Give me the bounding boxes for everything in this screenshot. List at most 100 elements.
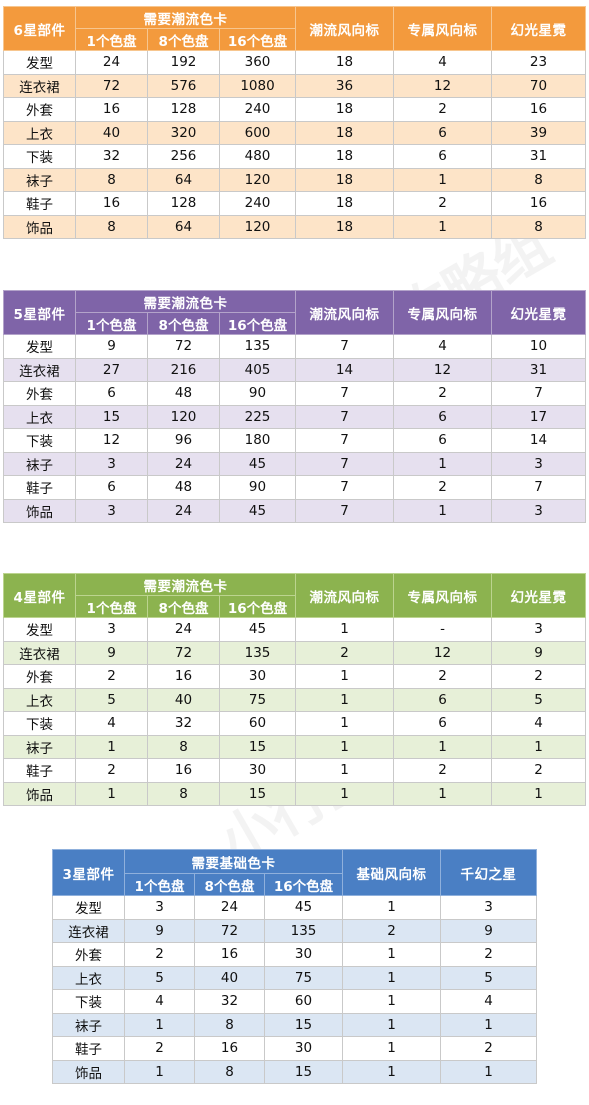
value-cell: 9 (124, 918, 195, 943)
table-row: 上衣 40 320 600 18 6 39 (3, 120, 587, 145)
value-cell: 2 (393, 191, 493, 216)
value-cell: 120 (218, 214, 297, 239)
value-cell: 3 (124, 895, 195, 920)
table-row: 外套 16 128 240 18 2 16 (3, 97, 587, 122)
value-cell: 15 (263, 1059, 344, 1084)
value-cell: 320 (147, 120, 220, 145)
part-name-cell: 发型 (3, 50, 76, 75)
value-cell: 6 (75, 475, 148, 500)
table-row: 饰品 3 24 45 7 1 3 (3, 498, 587, 523)
sub-header: 1个色盘 (124, 873, 195, 896)
value-cell: 14 (295, 357, 395, 382)
part-name-cell: 袜子 (3, 451, 76, 476)
value-cell: 48 (147, 381, 220, 406)
value-cell: 360 (218, 50, 297, 75)
value-cell: 24 (147, 451, 220, 476)
sub-header: 16个色盘 (263, 873, 344, 896)
value-cell: 17 (491, 404, 587, 429)
value-cell: 256 (147, 144, 220, 169)
value-cell: 40 (147, 687, 220, 712)
sub-header: 16个色盘 (218, 28, 297, 51)
value-cell: 3 (75, 451, 148, 476)
value-cell: 2 (124, 942, 195, 967)
value-cell: 216 (147, 357, 220, 382)
value-cell: 32 (75, 144, 148, 169)
value-cell: 576 (147, 73, 220, 98)
value-cell: 1 (393, 214, 493, 239)
part-name-cell: 外套 (3, 381, 76, 406)
value-cell: 24 (194, 895, 265, 920)
table-row: 下装 32 256 480 18 6 31 (3, 144, 587, 169)
value-cell: 4 (440, 989, 538, 1014)
value-cell: 5 (491, 687, 587, 712)
part-name-cell: 袜子 (3, 734, 76, 759)
part-name-cell: 连衣裙 (3, 640, 76, 665)
value-cell: 39 (491, 120, 587, 145)
value-cell: 6 (75, 381, 148, 406)
part-name-cell: 外套 (3, 97, 76, 122)
part-name-cell: 上衣 (3, 404, 76, 429)
column-header-a: 潮流风向标 (295, 290, 395, 335)
table-row: 连衣裙 27 216 405 14 12 31 (3, 357, 587, 382)
value-cell: 30 (218, 758, 297, 783)
part-name-cell: 连衣裙 (3, 73, 76, 98)
value-cell: 1 (393, 781, 493, 806)
value-cell: 14 (491, 428, 587, 453)
value-cell: 2 (491, 664, 587, 689)
value-cell: 7 (295, 404, 395, 429)
value-cell: 15 (263, 1012, 344, 1037)
part-name-cell: 饰品 (3, 781, 76, 806)
value-cell: 23 (491, 50, 587, 75)
group-header: 需要潮流色卡 (74, 6, 297, 29)
value-cell: 3 (491, 617, 587, 642)
value-cell: 18 (295, 167, 395, 192)
value-cell: 1 (295, 734, 395, 759)
part-name-cell: 外套 (52, 942, 125, 967)
value-cell: 192 (147, 50, 220, 75)
value-cell: 16 (147, 664, 220, 689)
value-cell: 8 (147, 734, 220, 759)
value-cell: 6 (393, 428, 493, 453)
value-cell: 128 (147, 191, 220, 216)
value-cell: 48 (147, 475, 220, 500)
value-cell: 240 (218, 191, 297, 216)
four-star-table: 4星部件 需要潮流色卡 潮流风向标 专属风向标 幻光星霓 1个色盘 8个色盘 1… (3, 573, 587, 806)
value-cell: 64 (147, 167, 220, 192)
part-name-cell: 外套 (3, 664, 76, 689)
value-cell: 6 (393, 144, 493, 169)
value-cell: 1 (75, 734, 148, 759)
value-cell: 180 (218, 428, 297, 453)
value-cell: 1 (491, 734, 587, 759)
value-cell: 16 (491, 191, 587, 216)
sub-header: 1个色盘 (75, 28, 148, 51)
value-cell: 64 (147, 214, 220, 239)
value-cell: 1 (75, 781, 148, 806)
sub-header: 16个色盘 (218, 312, 297, 335)
value-cell: 40 (194, 965, 265, 990)
value-cell: 12 (393, 73, 493, 98)
value-cell: 18 (295, 97, 395, 122)
value-cell: 9 (75, 640, 148, 665)
value-cell: 1 (295, 711, 395, 736)
value-cell: 16 (75, 97, 148, 122)
value-cell: 18 (295, 144, 395, 169)
value-cell: 8 (194, 1012, 265, 1037)
value-cell: 7 (491, 381, 587, 406)
value-cell: 6 (393, 120, 493, 145)
column-header-c: 千幻之星 (440, 849, 538, 896)
three-star-body: 发型 3 24 45 1 3 连衣裙 9 72 135 2 9 外套 2 16 30 1 2 上衣 5 40 75 1 5 下装… (52, 895, 538, 1084)
value-cell: 72 (194, 918, 265, 943)
part-header: 5星部件 (3, 290, 76, 335)
value-cell: 3 (491, 498, 587, 523)
value-cell: 9 (75, 334, 148, 359)
value-cell: 1 (393, 167, 493, 192)
value-cell: 5 (440, 965, 538, 990)
value-cell: 2 (393, 97, 493, 122)
value-cell: 1 (295, 687, 395, 712)
value-cell: 18 (295, 120, 395, 145)
value-cell: 7 (295, 381, 395, 406)
value-cell: 7 (295, 428, 395, 453)
table-row: 外套 2 16 30 1 2 2 (3, 664, 587, 689)
part-header: 4星部件 (3, 573, 76, 618)
table-row: 发型 9 72 135 7 4 10 (3, 334, 587, 359)
